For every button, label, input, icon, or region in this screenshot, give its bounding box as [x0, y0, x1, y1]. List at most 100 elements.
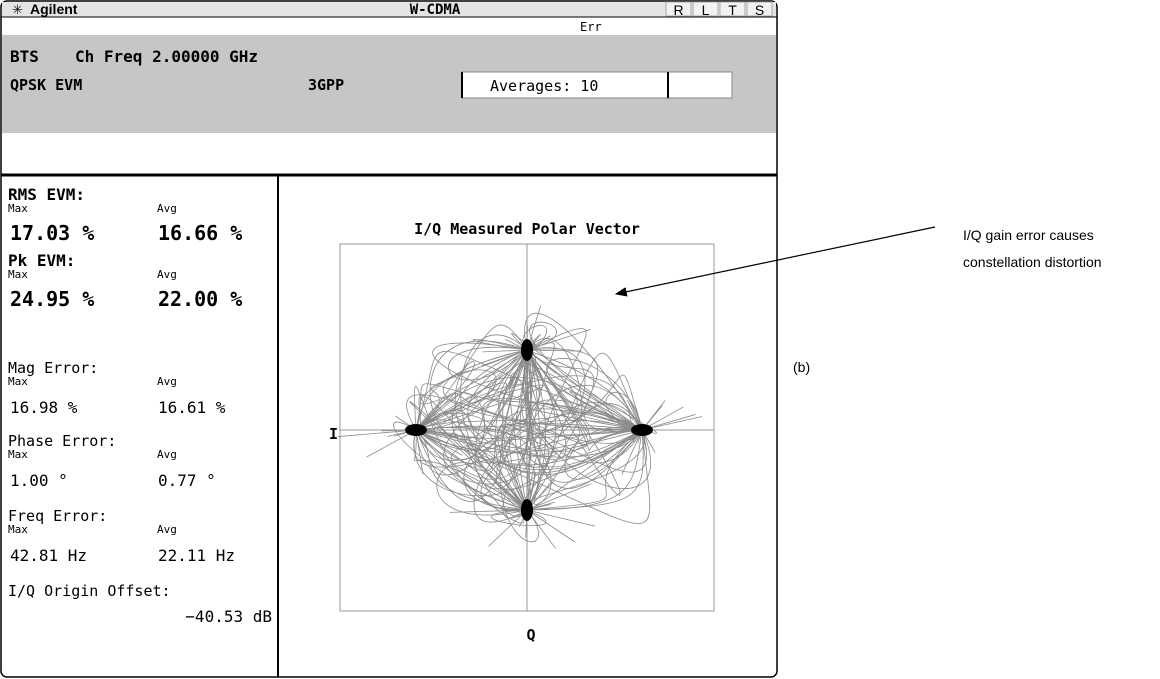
- panel: [0, 0, 778, 678]
- spike: [526, 509, 596, 527]
- avg-label: Avg: [157, 202, 177, 215]
- trajectory: [429, 340, 528, 440]
- avg-value: 16.61 %: [158, 398, 226, 417]
- spike: [366, 429, 417, 458]
- metric-label: Phase Error:: [8, 432, 116, 450]
- avg-value: 22.11 Hz: [158, 546, 235, 565]
- avg-label: Avg: [157, 375, 177, 388]
- metric-label: RMS EVM:: [8, 185, 85, 204]
- avg-label: Avg: [157, 448, 177, 461]
- trajectory: [448, 346, 528, 381]
- mode: W-CDMA: [410, 2, 461, 18]
- trajectory: [415, 349, 567, 460]
- trajectory: [467, 441, 528, 517]
- avg-label: Avg: [157, 523, 177, 536]
- indicator: T: [728, 2, 737, 18]
- spike: [337, 429, 417, 437]
- metric-label: Pk EVM:: [8, 251, 75, 270]
- trajectory: [415, 383, 643, 431]
- max-value: 42.81 Hz: [10, 546, 87, 565]
- averages-box: [461, 71, 733, 99]
- trajectory: [436, 462, 528, 516]
- metric-label: Freq Error:: [8, 507, 107, 525]
- symbol-cluster: [631, 424, 653, 436]
- max-label: Max: [8, 375, 28, 388]
- indicator-box: [665, 1, 692, 17]
- symbol-cluster: [405, 424, 427, 436]
- trajectory: [526, 349, 643, 506]
- max-label: Max: [8, 523, 28, 536]
- trajectory: [526, 337, 583, 422]
- max-label: Max: [8, 448, 28, 461]
- trajectory: [526, 349, 621, 496]
- spike: [488, 509, 528, 547]
- trajectory: [546, 358, 643, 431]
- trajectory: [564, 427, 643, 480]
- trajectory: [415, 427, 557, 457]
- i-label: I: [329, 425, 338, 443]
- trajectory: [415, 334, 541, 436]
- trajectory: [415, 324, 528, 431]
- avg-value: 22.00 %: [158, 287, 242, 311]
- spec: 3GPP: [308, 76, 344, 94]
- averages: Averages: 10: [490, 77, 598, 95]
- max-label: Max: [8, 268, 28, 281]
- spike: [415, 394, 460, 431]
- annotation: constellation distortion: [963, 254, 1102, 270]
- spike: [415, 429, 485, 440]
- trajectory: [499, 349, 539, 543]
- arrow: [614, 226, 936, 297]
- origin-offset-value: −40.53 dB: [185, 607, 272, 626]
- trajectory: [415, 374, 643, 439]
- trajectory: [480, 424, 580, 511]
- max-label: Max: [8, 202, 28, 215]
- trajectory: [415, 408, 643, 472]
- trajectory: [419, 349, 528, 405]
- trajectory: [415, 349, 540, 431]
- spike: [526, 349, 582, 352]
- indicator: L: [702, 2, 710, 18]
- trajectory: [467, 349, 643, 458]
- logo: ✳: [12, 2, 23, 17]
- standard: BTS: [10, 47, 39, 66]
- spike: [449, 509, 528, 513]
- constellation: [337, 305, 703, 549]
- spike: [526, 328, 591, 351]
- symbol-cluster: [521, 339, 533, 361]
- avg-label: Avg: [157, 268, 177, 281]
- max-value: 16.98 %: [10, 398, 78, 417]
- indicator-box: [719, 1, 746, 17]
- trajectory: [450, 429, 643, 511]
- plot-title: I/Q Measured Polar Vector: [414, 220, 640, 238]
- trajectory: [487, 349, 643, 431]
- trajectory: [525, 384, 643, 468]
- trajectory: [526, 429, 643, 511]
- trajectory: [414, 429, 528, 511]
- trajectory: [526, 429, 643, 511]
- origin-offset-label: I/Q Origin Offset:: [8, 582, 171, 600]
- metric-label: Mag Error:: [8, 359, 98, 377]
- measurement: QPSK EVM: [10, 76, 82, 94]
- avg-value: 0.77 °: [158, 471, 216, 490]
- trajectory: [451, 349, 643, 466]
- trajectory: [409, 401, 528, 511]
- trajectory: [415, 369, 497, 431]
- avg-value: 16.66 %: [158, 221, 242, 245]
- indicator-box: [746, 1, 773, 17]
- max-value: 17.03 %: [10, 221, 94, 245]
- trajectory: [415, 412, 643, 474]
- tag: (b): [793, 359, 810, 375]
- symbol-cluster: [521, 499, 533, 521]
- trajectory: [415, 361, 528, 511]
- spike: [526, 509, 575, 543]
- max-value: 1.00 °: [10, 471, 68, 490]
- trajectory: [526, 352, 643, 511]
- max-value: 24.95 %: [10, 287, 94, 311]
- indicator: S: [755, 2, 764, 18]
- trajectory: [495, 349, 643, 490]
- trajectory: [415, 429, 651, 524]
- header-bar: [2, 2, 776, 17]
- spike: [621, 429, 643, 475]
- spike: [481, 349, 528, 367]
